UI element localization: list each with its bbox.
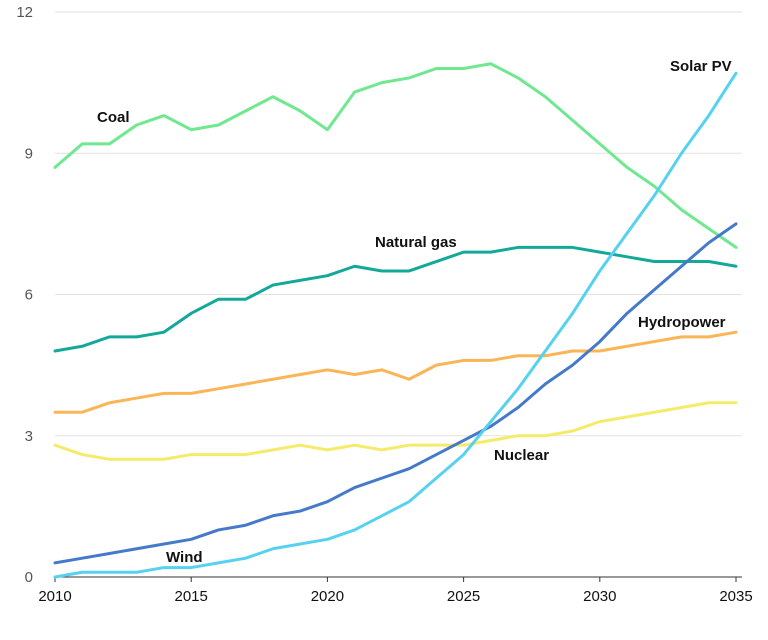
series-label-coal: Coal (97, 109, 130, 126)
series-line-solar-pv (53, 71, 738, 579)
series-label-hydropower: Hydropower (638, 314, 726, 331)
series-line-hydropower (53, 330, 738, 414)
x-tick-label: 2010 (38, 588, 71, 605)
series-label-natural-gas: Natural gas (375, 234, 457, 251)
series-line-coal (53, 62, 738, 249)
series-label-nuclear: Nuclear (494, 447, 549, 464)
x-tick-label: 2030 (583, 588, 616, 605)
series-line-natural-gas (53, 245, 738, 353)
y-tick-label: 6 (25, 287, 33, 304)
series-lines (53, 62, 738, 579)
series-line-nuclear (53, 401, 738, 461)
series-label-solar-pv: Solar PV (670, 58, 732, 75)
series-line-wind (53, 222, 738, 565)
x-axis: 2010 2015 2020 2025 2030 2035 (38, 576, 753, 605)
gridlines: 0 3 6 9 12 (16, 4, 742, 586)
series-labels: Coal Natural gas Hydropower Nuclear Wind… (97, 58, 732, 566)
x-tick-label: 2020 (311, 588, 344, 605)
y-tick-label: 0 (25, 569, 33, 586)
y-tick-label: 9 (25, 145, 33, 162)
x-tick-label: 2035 (719, 588, 752, 605)
x-tick-label: 2015 (175, 588, 208, 605)
y-tick-label: 12 (16, 4, 33, 21)
y-tick-label: 3 (25, 428, 33, 445)
x-tick-label: 2025 (447, 588, 480, 605)
series-label-wind: Wind (166, 549, 203, 566)
